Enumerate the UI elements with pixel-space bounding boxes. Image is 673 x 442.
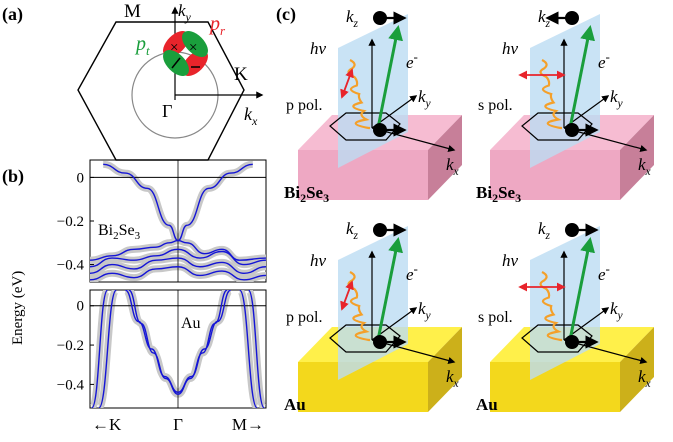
slab-side: [620, 327, 654, 412]
slab-front: [298, 362, 428, 412]
electron-arrow: [568, 237, 596, 341]
label-hv: hν: [502, 39, 519, 58]
label-polarization: s pol.: [478, 97, 513, 114]
bi2se3-band-plot: 0 −0.2 −0.4 Bi2Se3: [57, 159, 267, 283]
material-label-au: Au: [284, 395, 306, 414]
surface-bz: [521, 324, 593, 353]
au-plot-label: Au: [181, 315, 201, 332]
au-band-plot: 0 −0.2 −0.4 Au: [57, 289, 267, 409]
slab-front: [298, 150, 428, 200]
slab-side: [620, 115, 654, 200]
label-ky: ky: [418, 299, 432, 322]
panel-c-label: (c): [276, 4, 296, 25]
polarization-arrow: [340, 280, 354, 311]
label-M: M: [124, 1, 141, 22]
material-label-bi2se3: Bi2Se3: [284, 183, 329, 205]
polarization-arrow: [340, 68, 354, 99]
label-kx: kx: [446, 367, 460, 390]
band-line-4: [247, 290, 265, 408]
label-kx: kx: [638, 367, 652, 390]
band-line-0: [124, 290, 232, 393]
sub-diagram-au-ppol: kz ky kx hν e-p pol. Au: [284, 219, 462, 414]
band-line-3: [90, 248, 266, 268]
label-kx: kx: [638, 155, 652, 178]
label-kz: kz: [346, 219, 359, 242]
slab-side: [428, 115, 462, 200]
label-hv: hν: [310, 39, 327, 58]
label-ky: ky: [178, 1, 192, 24]
band-line-5: [238, 290, 258, 408]
svg-text:×: ×: [189, 40, 197, 56]
label-polarization: p pol.: [286, 309, 322, 326]
panel-a: (a) × × M K Γ ky kx pt pr: [2, 1, 264, 161]
label-kz: kz: [346, 7, 359, 30]
x-tick-label-1: Γ: [173, 415, 183, 434]
y-tick-label-0: 0: [77, 170, 85, 186]
band-line-2: [177, 239, 266, 261]
bi2se3-label: Bi2Se3: [98, 222, 141, 242]
electron-arrow: [568, 25, 596, 129]
label-hv: hν: [502, 251, 519, 270]
slab-front: [490, 150, 620, 200]
y-tick-label-1: −0.2: [57, 338, 84, 354]
y-tick-label-2: −0.4: [57, 258, 85, 274]
svg-text:×: ×: [170, 40, 178, 56]
label-electron: e-: [598, 261, 610, 284]
panel-a-label: (a): [2, 4, 23, 25]
band-line-1: [90, 239, 179, 261]
label-kx: kx: [446, 155, 460, 178]
x-tick-label-0: ←K: [92, 415, 122, 434]
sub-diagram-bi-spol: kz ky kx hν e-s pol. Bi2Se3: [476, 7, 654, 205]
electron-arrow: [376, 237, 404, 341]
label-kz: kz: [538, 7, 551, 30]
band-line-1: [128, 290, 228, 395]
band-line-4: [90, 257, 266, 274]
material-label-au: Au: [476, 395, 498, 414]
label-kz: kz: [538, 219, 551, 242]
label-electron: e-: [406, 49, 418, 72]
surface-bz: [329, 324, 401, 353]
band-line-3: [98, 290, 118, 408]
y-tick-label-0: 0: [77, 299, 85, 315]
surface-bz: [521, 112, 593, 141]
surface-bz: [329, 112, 401, 141]
label-K: K: [234, 64, 248, 85]
brillouin-zone-hexagon: [77, 21, 245, 161]
slab-side: [428, 327, 462, 412]
band-line-2: [91, 290, 109, 408]
orbital-lobes: × ×: [163, 31, 208, 76]
label-hv: hν: [310, 251, 327, 270]
label-polarization: s pol.: [478, 309, 513, 326]
material-label-bi2se3: Bi2Se3: [476, 183, 521, 205]
label-Gamma: Γ: [162, 101, 172, 121]
label-electron: e-: [406, 261, 418, 284]
label-pr: pr: [208, 13, 226, 38]
label-ky: ky: [418, 87, 432, 110]
sub-diagram-au-spol: kz ky kx hν e-s pol. Au: [476, 219, 654, 414]
panel-b-label: (b): [2, 166, 24, 187]
slab-front: [490, 362, 620, 412]
label-ky: ky: [610, 87, 624, 110]
y-tick-label-2: −0.4: [57, 377, 85, 393]
x-tick-label-2: M→: [232, 415, 264, 434]
electron-arrow: [376, 25, 404, 129]
y-axis-label: Energy (eV): [10, 271, 26, 345]
label-electron: e-: [598, 49, 610, 72]
sub-diagram-bi-ppol: kz ky kx hν e-p pol. Bi2Se3: [284, 7, 462, 205]
y-tick-label-1: −0.2: [57, 214, 84, 230]
label-pt: pt: [134, 33, 150, 58]
panel-b: (b) Energy (eV) 0 −0.2 −0.4 Bi2Se3 0 −0.2 −0…: [2, 159, 267, 434]
label-ky: ky: [610, 299, 624, 322]
label-polarization: p pol.: [286, 97, 322, 114]
label-kx: kx: [244, 104, 258, 128]
band-line-5: [90, 266, 266, 281]
